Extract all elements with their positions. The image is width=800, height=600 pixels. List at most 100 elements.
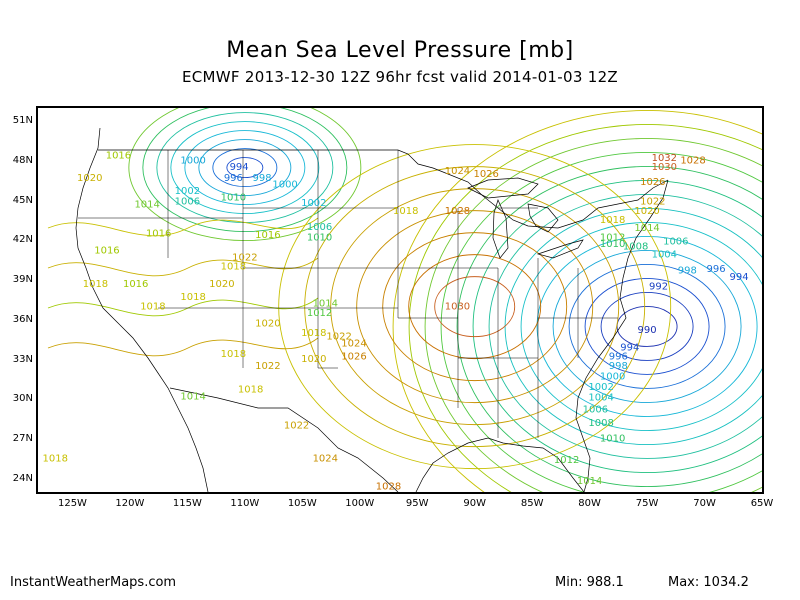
isobar-label: 1030 [652, 162, 677, 173]
isobar-label: 1018 [301, 328, 326, 339]
isobar-label: 1016 [94, 246, 119, 257]
isobar-high [356, 210, 594, 404]
site-credit: InstantWeatherMaps.com [10, 575, 177, 590]
lat-label: 39N [12, 274, 33, 286]
isobar-low [568, 264, 726, 389]
isobar-label: 994 [620, 342, 639, 353]
isobar-low [616, 306, 678, 347]
isobar-label: 998 [253, 173, 272, 184]
isobar-label: 1006 [307, 222, 332, 233]
isobar-label: 998 [609, 361, 628, 372]
isobar-label: 1018 [180, 292, 205, 303]
isobar-label: 1028 [680, 156, 705, 167]
isobar-low [392, 110, 762, 492]
min-label: Min: [555, 575, 583, 590]
isobar-nw-low [226, 157, 264, 179]
max-pressure: Max: 1034.2 [668, 575, 749, 590]
isobar-label: 1020 [209, 279, 234, 290]
isobar-low [424, 138, 762, 492]
isobar-label: 1022 [640, 197, 665, 208]
max-value: 1034.2 [703, 575, 749, 590]
isobar-label: 996 [609, 352, 628, 363]
isobar-label: 1020 [634, 206, 659, 217]
isobar-label: 1010 [600, 434, 625, 445]
isobar-label: 1018 [393, 206, 418, 217]
isobar-label: 1002 [588, 382, 613, 393]
isobar-label: 1014 [634, 223, 659, 234]
isobar-west [47, 337, 319, 357]
lon-label: 90W [463, 498, 486, 509]
lake-huron [527, 203, 559, 233]
isobar-high [434, 276, 516, 338]
lon-label: 105W [287, 498, 317, 509]
geographic-boundaries [75, 127, 669, 492]
isobar-lines [47, 108, 762, 492]
us-mexico-border [169, 387, 399, 492]
isobar-low [600, 292, 694, 361]
lon-label: 100W [345, 498, 375, 509]
isobar-label: 1028 [376, 481, 401, 492]
isobar-label: 1000 [180, 156, 205, 167]
isobar-label: 1016 [106, 150, 131, 161]
isobar-label: 1008 [623, 242, 648, 253]
lake-superior [467, 177, 539, 199]
isobar-label: 1010 [307, 232, 332, 243]
isobar-low [584, 278, 710, 375]
isobar-nw-low [198, 139, 292, 197]
isobar-label: 990 [638, 325, 657, 336]
isobar-high [408, 254, 542, 360]
min-value: 988.1 [586, 575, 624, 590]
lon-label: 65W [750, 498, 774, 509]
isobar-label: 1014 [134, 199, 159, 210]
isobar-label: 1024 [341, 338, 366, 349]
isobar-label: 1000 [272, 179, 297, 190]
isobar-label: 1012 [600, 232, 625, 243]
isobar-label: 994 [230, 162, 249, 173]
isobar-label: 1018 [600, 215, 625, 226]
lat-label: 24N [12, 472, 33, 484]
isobar-label: 1020 [255, 318, 280, 329]
isobar-label: 1008 [588, 418, 613, 429]
lat-label: 30N [12, 393, 33, 405]
lon-label: 70W [693, 498, 716, 509]
isobar-nw-low [170, 121, 320, 214]
map-subtitle: ECMWF 2013-12-30 12Z 96hr fcst valid 201… [181, 68, 618, 86]
isobar-nw-low [184, 130, 306, 206]
isobar-low [456, 166, 762, 487]
isobar-low [504, 208, 762, 445]
isobar-low [536, 236, 758, 417]
isobar-label: 994 [729, 272, 748, 283]
isobar-label: 1024 [445, 166, 470, 177]
isobar-label: 1000 [600, 371, 625, 382]
isobar-high [382, 232, 568, 382]
isobar-high [304, 166, 646, 448]
isobar-label: 1028 [445, 206, 470, 217]
lon-label: 85W [520, 498, 544, 509]
isobar-label: 1018 [43, 454, 68, 465]
isobar-high [278, 144, 672, 469]
isobar-label: 1014 [180, 391, 205, 402]
lat-label: 33N [12, 353, 33, 365]
isobar-label: 1022 [232, 252, 257, 263]
lat-label: 42N [12, 234, 33, 246]
isobar-west [47, 257, 319, 277]
isobar-label: 1018 [83, 279, 108, 290]
lat-label: 27N [12, 433, 33, 445]
isobar-label: 992 [649, 281, 668, 292]
isobar-label: 1006 [175, 197, 200, 208]
max-label: Max: [668, 575, 700, 590]
isobar-label: 1010 [221, 193, 246, 204]
isobar-label: 1004 [588, 393, 613, 404]
isobar-label: 1010 [600, 239, 625, 250]
west-coastline [75, 127, 209, 492]
map-title: Mean Sea Level Pressure [mb] [226, 38, 574, 63]
isobar-nw-low [156, 112, 334, 224]
isobar-label: 1016 [146, 228, 171, 239]
isobar-label: 1006 [583, 405, 608, 416]
isobar-label: 1002 [301, 198, 326, 209]
isobar-label: 1022 [284, 420, 309, 431]
isobar-label: 1014 [577, 476, 602, 487]
lon-label: 120W [115, 498, 145, 509]
